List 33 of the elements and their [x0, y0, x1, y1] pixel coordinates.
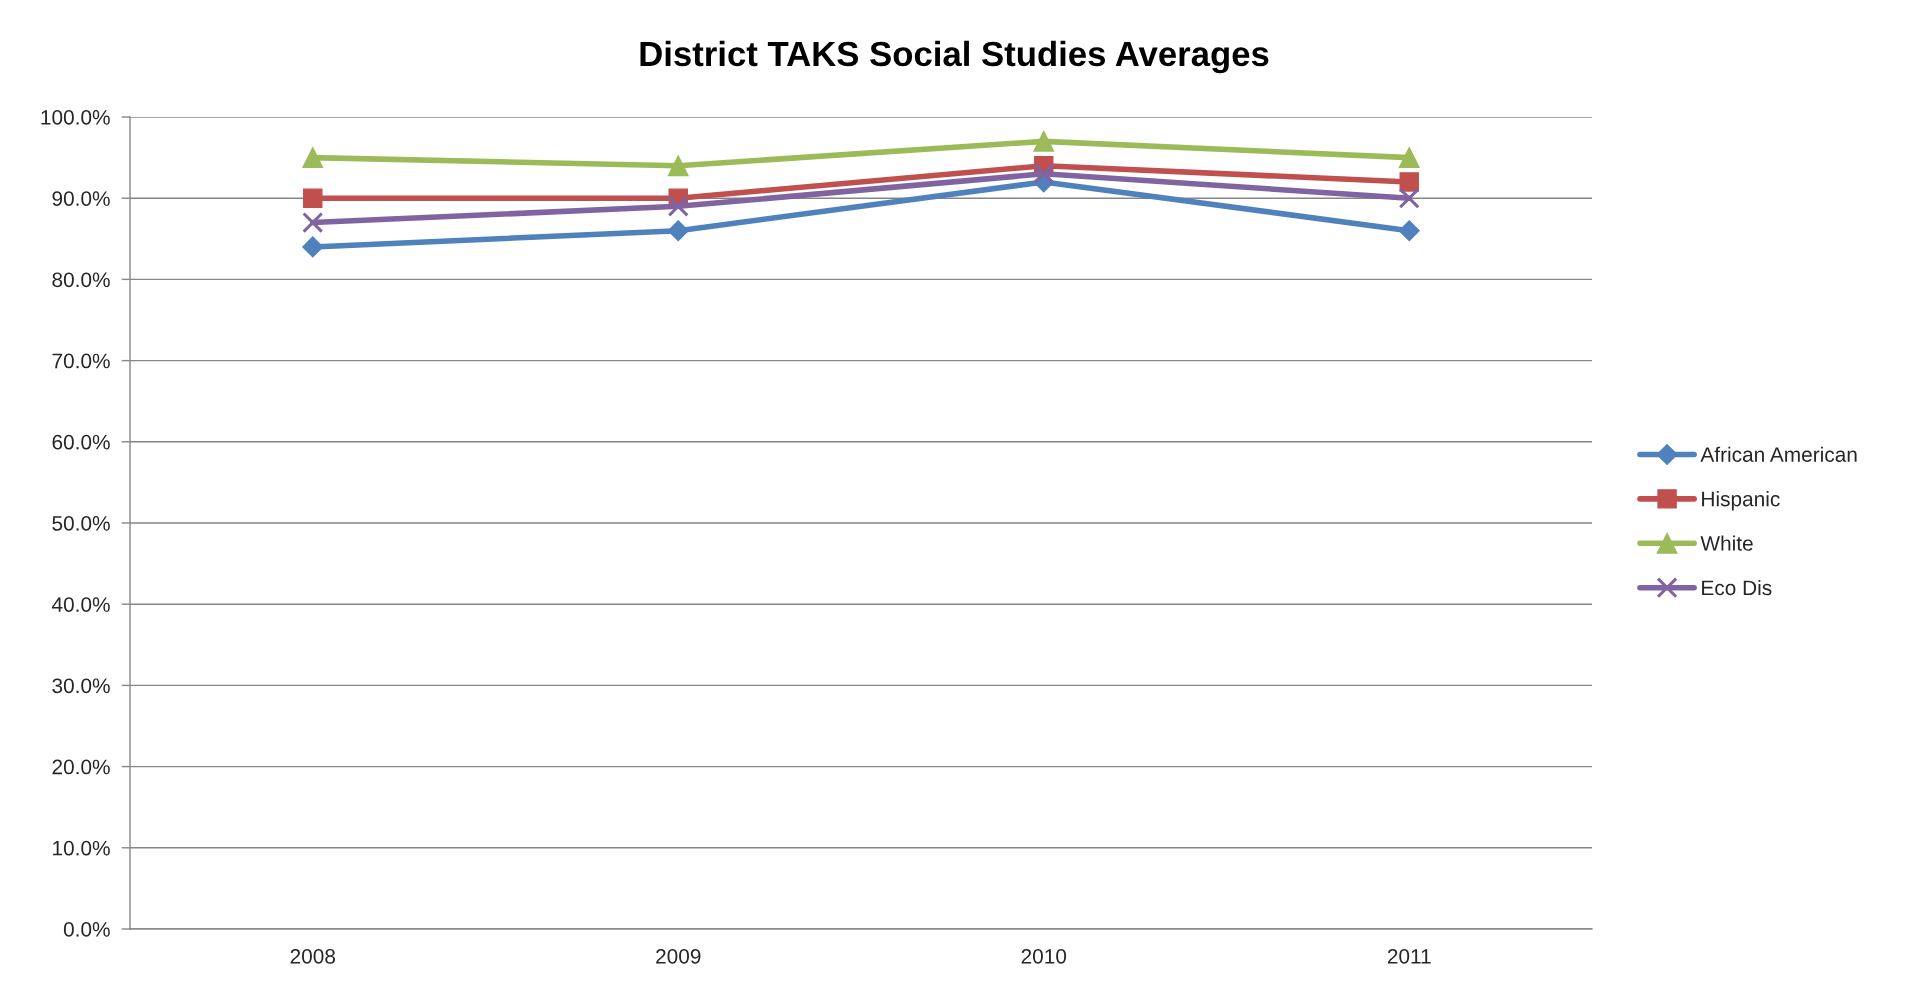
y-tick-label: 90.0% — [52, 191, 110, 206]
legend-label: Eco Dis — [1702, 579, 1772, 596]
y-tick-label: 100.0% — [41, 110, 110, 125]
y-tick-label: 40.0% — [51, 597, 110, 612]
point — [302, 236, 324, 258]
y-tick-label: 70.0% — [52, 353, 110, 369]
point — [1033, 163, 1055, 185]
point — [1399, 172, 1419, 192]
legend-label: African American — [1700, 446, 1857, 462]
point — [667, 195, 689, 217]
y-tick-label: 80.0% — [52, 272, 110, 288]
point — [667, 155, 689, 177]
y-tick-label: 30.0% — [52, 678, 110, 694]
x-tick-label: 2010 — [1021, 948, 1067, 964]
point — [667, 220, 689, 242]
point — [1398, 187, 1420, 209]
y-tick-label: 10.0% — [53, 840, 110, 856]
point — [303, 188, 323, 208]
y-tick-label: 0.0% — [63, 922, 110, 937]
legend-label: Hispanic — [1702, 491, 1780, 511]
point — [302, 212, 324, 234]
point — [1398, 147, 1420, 169]
legend-label: White — [1700, 535, 1753, 551]
point — [1398, 220, 1420, 242]
x-tick-label: 2009 — [656, 948, 701, 964]
y-tick-label: 20.0% — [52, 759, 110, 775]
x-tick-label: 2011 — [1387, 948, 1431, 964]
point — [302, 147, 324, 169]
x-tick-label: 2008 — [290, 948, 336, 964]
chart-title: District TAKS Social Studies Averages — [640, 40, 1269, 74]
y-tick-label: 50.0% — [52, 516, 110, 531]
y-tick-label: 60.0% — [52, 434, 110, 450]
point — [1033, 130, 1055, 152]
